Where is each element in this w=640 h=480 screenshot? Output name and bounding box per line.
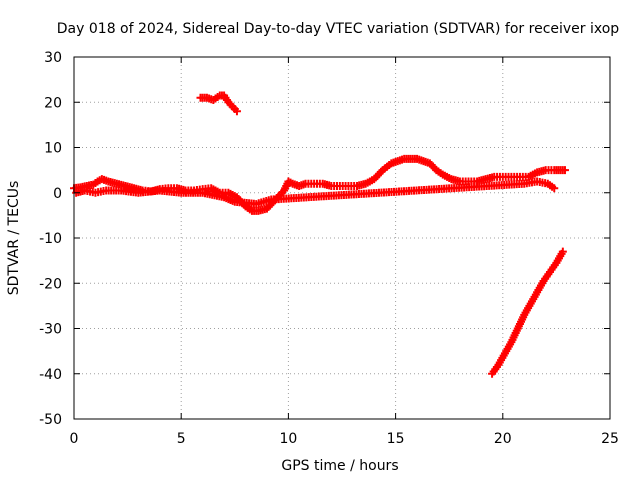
x-axis-label: GPS time / hours (281, 458, 398, 474)
y-tick-label: 30 (44, 50, 62, 66)
x-tick-label: 0 (70, 431, 79, 447)
x-tick-label: 5 (177, 431, 186, 447)
y-tick-label: -30 (39, 322, 62, 338)
y-tick-label: 20 (44, 95, 62, 111)
data-point-lower-band (550, 184, 559, 193)
y-axis-label: SDTVAR / TECUs (6, 181, 22, 296)
y-tick-label: 10 (44, 141, 62, 157)
y-tick-label: 0 (53, 186, 62, 202)
y-tick-label: -10 (39, 231, 62, 247)
axis-ticks: 0 5 10 15 20 25 30 20 10 0 -10 -20 -30 -40 -50 (39, 50, 619, 447)
data-point-descending-track (558, 247, 567, 256)
y-tick-label: -50 (39, 412, 62, 428)
y-tick-label: -20 (39, 276, 62, 292)
chart-title: Day 018 of 2024, Sidereal Day-to-day VTE… (57, 21, 620, 37)
y-tick-label: -40 (39, 367, 62, 383)
x-tick-label: 10 (279, 431, 297, 447)
data-point-main-band (560, 166, 569, 175)
data-points (70, 91, 569, 378)
x-tick-label: 20 (494, 431, 512, 447)
data-point-upper-arc (232, 107, 241, 116)
x-tick-label: 25 (601, 431, 619, 447)
x-tick-label: 15 (387, 431, 405, 447)
grid-lines (74, 57, 610, 419)
